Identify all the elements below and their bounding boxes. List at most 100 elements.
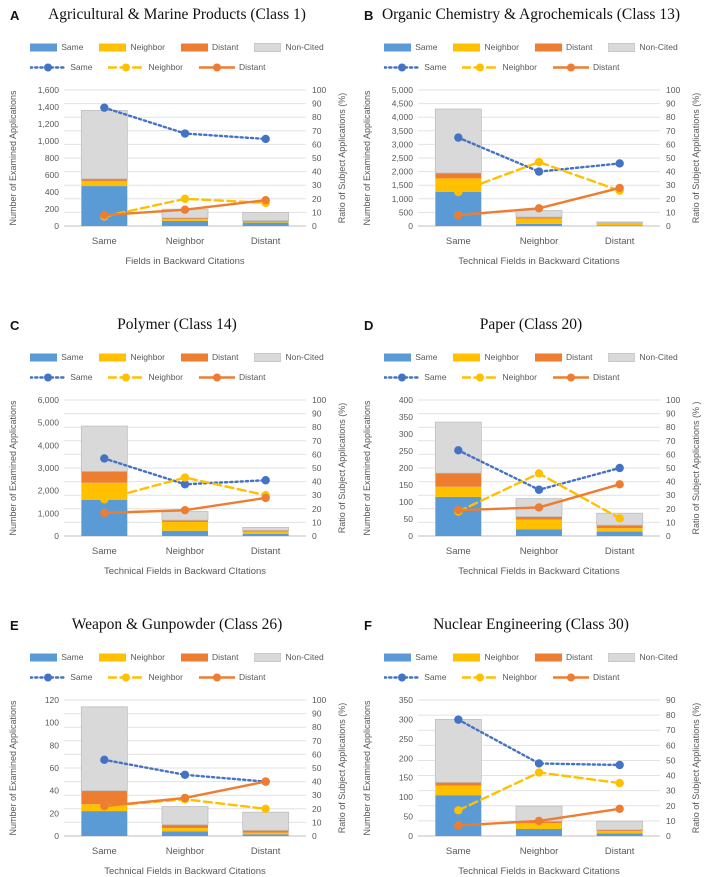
right-tick-label: 60 — [312, 749, 322, 759]
swatch-rect — [30, 353, 58, 361]
legend-item: Distant — [552, 372, 619, 383]
legend-bar-swatch — [534, 353, 562, 361]
right-tick-label: 50 — [312, 153, 322, 163]
legend-label: Same — [61, 352, 84, 362]
right-tick-label: 40 — [312, 476, 322, 486]
legend-line-swatch — [30, 373, 67, 381]
legend-label: Neighbor — [130, 652, 165, 662]
right-tick-label: 30 — [312, 490, 322, 500]
bar-segment-neighbor — [242, 221, 289, 223]
right-tick-label: 30 — [312, 180, 322, 190]
category-label: Same — [92, 236, 117, 247]
right-tick-label: 10 — [666, 207, 676, 217]
legend-row-bars: Same Neighbor Distant Non-Cited — [30, 649, 324, 665]
left-tick-label: 0 — [408, 221, 413, 231]
legend-bar-swatch — [453, 43, 481, 51]
category-label: Same — [446, 846, 471, 857]
right-tick-label: 0 — [666, 221, 671, 231]
left-axis-title: Number of Examined Applications — [362, 699, 372, 835]
legend-row-lines: Same Neighbor Distant — [384, 59, 677, 75]
bar-segment-neighbor — [242, 530, 289, 534]
right-tick-label: 80 — [666, 112, 676, 122]
legend-label: Distant — [211, 652, 239, 662]
ratio-marker-distant — [180, 505, 190, 514]
right-axis-title: Ratio of Subject Applications (%) — [337, 702, 347, 833]
left-tick-label: 100 — [45, 717, 59, 727]
legend-row-lines: Same Neighbor Distant — [384, 369, 677, 385]
right-axis-title: Ratio of Subject Applications (%) — [691, 92, 701, 223]
legend-label: Neighbor — [502, 62, 537, 72]
panel-a: A Agricultural & Marine Products (Class … — [0, 0, 354, 290]
legend-label: Same — [415, 352, 438, 362]
left-tick-label: 100 — [399, 792, 413, 802]
swatch-marker — [44, 373, 53, 381]
legend-label: Neighbor — [148, 62, 183, 72]
bar-segment-neighbor — [162, 521, 208, 531]
legend-bar-swatch — [384, 43, 412, 51]
ratio-marker-distant — [261, 493, 270, 502]
legend-bar-swatch — [254, 652, 282, 662]
right-tick-label: 80 — [312, 112, 322, 122]
bar-segment-distant — [596, 829, 643, 831]
category-label: Same — [92, 846, 117, 857]
legend-item: Neighbor — [108, 372, 183, 383]
ratio-marker-distant — [180, 204, 190, 214]
legend-item: Same — [30, 42, 83, 53]
left-tick-label: 0 — [408, 831, 413, 841]
left-tick-label: 800 — [45, 153, 59, 163]
legend-bar-swatch — [534, 43, 562, 51]
ratio-marker-distant — [261, 776, 270, 786]
right-tick-label: 80 — [666, 710, 676, 720]
chart-area: 0 1,000 2,000 3,000 4,000 5,000 6,000 0 10 20 30 40… — [0, 390, 354, 581]
left-tick-label: 3,000 — [392, 139, 414, 149]
bar-segment-neighbor — [596, 830, 643, 833]
legend-item: Same — [384, 42, 437, 53]
bar-segment-same — [596, 224, 643, 226]
right-tick-label: 10 — [312, 817, 322, 827]
legend-row-bars: Same Neighbor Distant Non-Cited — [384, 39, 678, 55]
panel-title: Weapon & Gunpowder (Class 26) — [71, 616, 283, 633]
ratio-marker-same — [100, 453, 109, 463]
panel-letter: D — [364, 318, 374, 333]
bar-segment-neighbor — [516, 519, 562, 529]
legend-item: Non-Cited — [254, 352, 324, 363]
right-tick-label: 60 — [666, 139, 676, 149]
category-label: Neighbor — [520, 236, 559, 247]
ratio-marker-same — [615, 463, 624, 472]
ratio-marker-neighbor — [261, 804, 270, 813]
bar-segment-same — [516, 828, 562, 836]
swatch-rect — [254, 352, 282, 362]
legend-row-bars: Same Neighbor Distant Non-Cited — [30, 39, 324, 55]
legend-item: Neighbor — [99, 352, 165, 363]
right-tick-label: 20 — [666, 503, 676, 513]
ratio-marker-same — [180, 770, 190, 779]
right-tick-label: 50 — [666, 463, 676, 473]
bar-segment-same — [81, 499, 128, 536]
ratio-marker-same — [615, 158, 624, 168]
swatch-rect — [608, 652, 636, 662]
chart-legend: Same Neighbor Distant Non-Cited Same Neighbor… — [354, 39, 708, 78]
right-tick-label: 0 — [666, 531, 671, 541]
x-axis-title: Technical Fields in Backward CItations — [104, 566, 266, 577]
chart-svg: 0 50 100 150 200 250 300 350 0 10 20 30 40 50 60 70 80 90… — [362, 695, 701, 877]
panel-d: D Paper (Class 20) Same Neighbor Distant No… — [354, 290, 708, 580]
right-tick-label: 50 — [312, 463, 322, 473]
category-label: Distant — [605, 546, 635, 557]
ratio-marker-same — [261, 475, 270, 484]
legend-item: Same — [384, 652, 437, 663]
legend-item: Distant — [534, 352, 592, 363]
ratio-marker-distant — [100, 801, 109, 810]
legend-line-swatch — [30, 673, 67, 681]
left-tick-label: 2,000 — [392, 166, 414, 176]
left-tick-label: 50 — [404, 514, 414, 524]
ratio-marker-same — [534, 758, 544, 768]
panel-title: Paper (Class 20) — [479, 316, 583, 333]
right-tick-label: 20 — [312, 803, 322, 813]
legend-label: Distant — [592, 672, 620, 682]
x-axis-title: Technical Fields in Backward Citations — [458, 566, 620, 577]
right-tick-label: 10 — [312, 207, 322, 217]
right-axis-title: Ratio of Subject Applications (% ) — [691, 401, 701, 534]
swatch-marker — [122, 673, 131, 681]
ratio-marker-neighbor — [454, 187, 463, 196]
legend-bar-swatch — [180, 353, 208, 361]
